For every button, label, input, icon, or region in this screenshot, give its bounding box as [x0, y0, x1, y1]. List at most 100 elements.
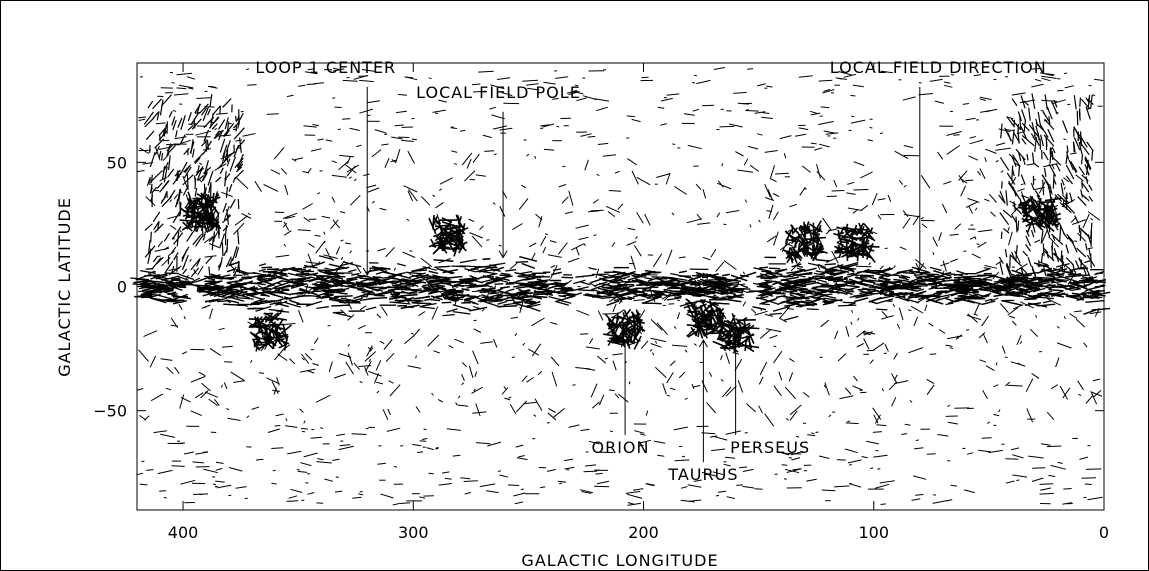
polarization-vector [1030, 133, 1036, 141]
polarization-vector [1083, 267, 1088, 277]
polarization-vector [839, 263, 859, 270]
polarization-vector [504, 397, 511, 401]
polarization-vector [945, 344, 953, 347]
polarization-vector [170, 277, 180, 281]
polarization-vector [613, 280, 621, 284]
polarization-vector [469, 232, 483, 239]
polarization-vector [779, 451, 791, 455]
polarization-vector [301, 353, 310, 364]
polarization-vector [211, 116, 220, 126]
polarization-vector [138, 290, 158, 298]
polarization-vector [173, 93, 189, 96]
polarization-vector [381, 143, 389, 146]
polarization-vector [272, 389, 280, 392]
polarization-vector [915, 290, 925, 296]
polarization-vector [846, 192, 856, 195]
polarization-vector [853, 189, 869, 191]
polarization-vector [488, 262, 506, 267]
polarization-vector [333, 373, 346, 379]
polarization-vector [953, 134, 960, 136]
cloud-vector [720, 347, 734, 350]
polarization-vector [368, 358, 371, 362]
polarization-vector [943, 180, 952, 185]
cloud-vector [432, 214, 435, 230]
polarization-vector [670, 282, 688, 286]
polarization-vector [1073, 143, 1076, 153]
cloud-vector [785, 238, 799, 243]
polarization-vector [613, 290, 625, 294]
polarization-vector [926, 453, 936, 455]
polarization-vector [786, 271, 797, 274]
polarization-vector [310, 148, 322, 152]
polarization-vector [1084, 483, 1092, 485]
cloud-vector [691, 318, 705, 331]
polarization-vector [1001, 300, 1022, 306]
polarization-vector [914, 294, 935, 298]
polarization-vector [848, 464, 852, 466]
polarization-vector [900, 274, 911, 279]
polarization-vector [277, 290, 291, 296]
polarization-vector [838, 71, 853, 76]
polarization-vector [613, 279, 624, 282]
cloud-vector [786, 249, 797, 264]
polarization-vector [228, 295, 239, 298]
polarization-vector [270, 169, 281, 175]
polarization-vector [236, 177, 249, 190]
polarization-vector [154, 285, 164, 289]
polarization-vector [1021, 287, 1040, 296]
polarization-vector [1023, 119, 1027, 133]
polarization-vector [626, 115, 635, 118]
polarization-vector [1050, 384, 1058, 390]
polarization-vector [1020, 267, 1026, 281]
polarization-vector [873, 454, 888, 458]
polarization-vector [553, 408, 565, 418]
polarization-vector [976, 243, 980, 246]
polarization-vector [560, 287, 573, 292]
polarization-vector [226, 283, 245, 290]
polarization-vector [365, 306, 377, 311]
polarization-vector [436, 213, 441, 225]
polarization-vector [968, 293, 979, 298]
polarization-vector [596, 173, 600, 177]
polarization-vector [509, 262, 518, 270]
polarization-vector [393, 465, 398, 468]
polarization-vector [203, 129, 210, 142]
cloud-vector [607, 322, 615, 329]
polarization-vector [712, 276, 728, 282]
polarization-vector [1011, 156, 1017, 167]
polarization-vector [209, 347, 222, 357]
polarization-vector [966, 452, 974, 455]
polarization-vector [548, 295, 563, 301]
polarization-vector [167, 214, 181, 220]
polarization-vector [706, 402, 717, 414]
polarization-vector [222, 274, 231, 278]
polarization-vector [769, 334, 778, 339]
polarization-vector [925, 297, 944, 305]
polarization-vector [475, 442, 491, 445]
polarization-vector [379, 288, 397, 295]
polarization-vector [301, 430, 306, 433]
polarization-vector [914, 447, 924, 450]
polarization-vector [1046, 411, 1055, 421]
polarization-vector [673, 426, 688, 431]
polarization-vector [172, 120, 177, 131]
polarization-vector [902, 96, 916, 101]
polarization-vector [404, 76, 418, 81]
polarization-vector [203, 305, 208, 309]
polarization-vector [1011, 165, 1014, 182]
polarization-vector [334, 490, 343, 493]
cloud-vector [433, 225, 441, 232]
polarization-vector [324, 270, 339, 276]
polarization-vector [211, 239, 214, 251]
polarization-vector [144, 117, 155, 128]
polarization-vector [1056, 283, 1067, 287]
cloud-vector [685, 298, 699, 310]
polarization-vector [217, 283, 236, 291]
polarization-vector [1022, 250, 1029, 257]
polarization-vector [271, 447, 284, 449]
polarization-vector [609, 290, 624, 297]
polarization-vector [969, 139, 984, 145]
polarization-vector [288, 299, 300, 305]
polarization-vector [585, 464, 597, 467]
polarization-vector [612, 271, 626, 277]
